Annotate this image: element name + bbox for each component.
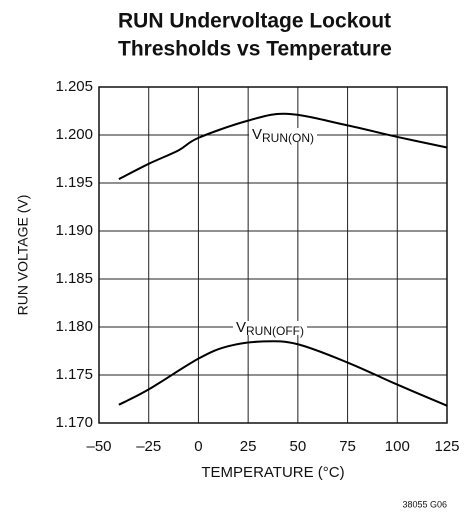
series-label: VRUN(ON) [252,126,314,145]
y-tick-label: 1.205 [55,78,93,95]
y-tick-label: 1.185 [55,270,93,287]
series-label: VRUN(OFF) [236,319,304,338]
x-tick-label: 75 [339,438,356,455]
label-background [248,128,318,142]
line [118,340,448,407]
series-label-main: V [236,319,246,336]
series-label-sub: RUN(OFF) [246,324,304,338]
x-axis-label: TEMPERATURE (°C) [201,464,344,481]
y-tick-label: 1.175 [55,366,93,383]
chart-title: RUN Undervoltage Lockout [118,10,391,33]
series-label-sub: RUN(ON) [262,131,314,145]
x-tick-label: 50 [290,438,307,455]
y-tick-label: 1.190 [55,222,93,239]
chart-title: Thresholds vs Temperature [118,38,392,61]
x-tick-label: –50 [86,438,111,455]
label-background [233,321,308,335]
x-tick-label: 125 [434,438,459,455]
y-axis-label: RUN VOLTAGE (V) [15,195,31,316]
y-tick-label: 1.180 [55,318,93,335]
x-tick-label: 0 [194,438,202,455]
footnote: 38055 G06 [402,499,447,509]
x-tick-label: 100 [385,438,410,455]
x-tick-label: –25 [136,438,161,455]
series-label-main: V [252,126,262,143]
y-tick-label: 1.200 [55,126,93,143]
x-tick-label: 25 [240,438,257,455]
y-tick-label: 1.170 [55,414,93,431]
plot-frame [98,86,448,424]
line [118,112,448,181]
y-tick-label: 1.195 [55,174,93,191]
